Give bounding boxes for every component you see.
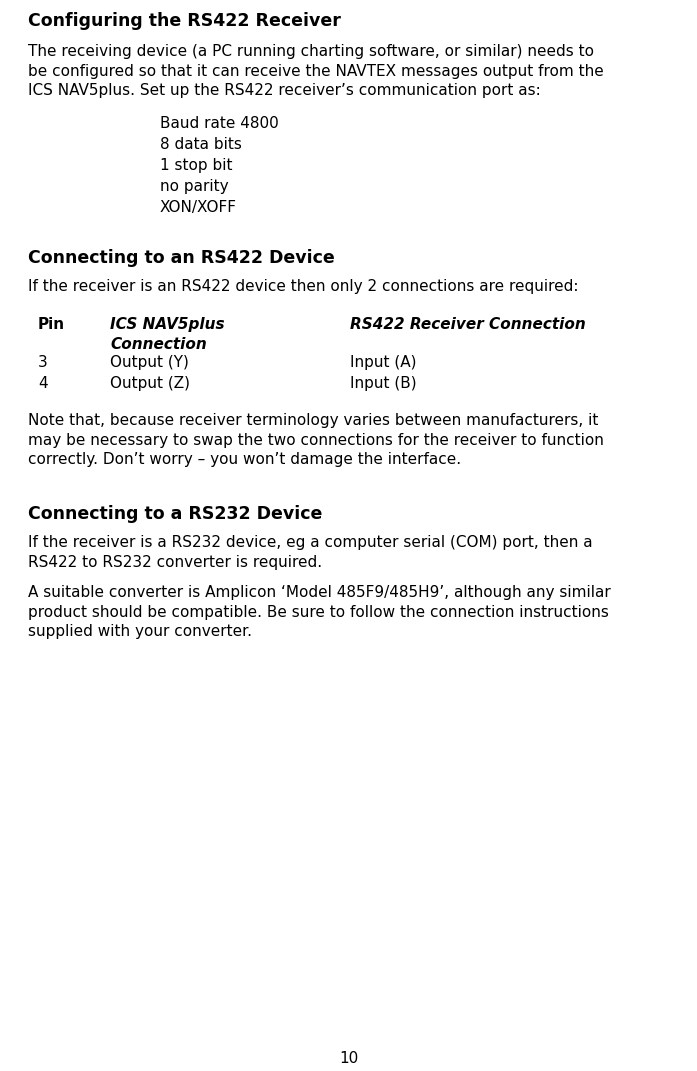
Text: Connecting to a RS232 Device: Connecting to a RS232 Device: [28, 506, 323, 523]
Text: RS422 Receiver Connection: RS422 Receiver Connection: [350, 317, 585, 332]
Text: no parity: no parity: [160, 179, 229, 194]
Text: Note that, because receiver terminology varies between manufacturers, it
may be : Note that, because receiver terminology …: [28, 413, 604, 467]
Text: 8 data bits: 8 data bits: [160, 137, 242, 152]
Text: If the receiver is an RS422 device then only 2 connections are required:: If the receiver is an RS422 device then …: [28, 280, 579, 295]
Text: Connecting to an RS422 Device: Connecting to an RS422 Device: [28, 248, 335, 267]
Text: Output (Y): Output (Y): [110, 355, 189, 369]
Text: The receiving device (a PC running charting software, or similar) needs to
be co: The receiving device (a PC running chart…: [28, 44, 604, 99]
Text: Configuring the RS422 Receiver: Configuring the RS422 Receiver: [28, 12, 341, 30]
Text: Pin: Pin: [38, 317, 65, 332]
Text: Input (A): Input (A): [350, 355, 417, 369]
Text: If the receiver is a RS232 device, eg a computer serial (COM) port, then a
RS422: If the receiver is a RS232 device, eg a …: [28, 536, 592, 570]
Text: 1 stop bit: 1 stop bit: [160, 159, 233, 174]
Text: 4: 4: [38, 376, 47, 391]
Text: ICS NAV5plus
Connection: ICS NAV5plus Connection: [110, 317, 224, 351]
Text: Output (Z): Output (Z): [110, 376, 190, 391]
Text: A suitable converter is Amplicon ‘Model 485F9/485H9’, although any similar
produ: A suitable converter is Amplicon ‘Model …: [28, 585, 611, 639]
Text: Baud rate 4800: Baud rate 4800: [160, 116, 279, 131]
Text: 10: 10: [339, 1051, 358, 1066]
Text: 3: 3: [38, 355, 48, 369]
Text: XON/XOFF: XON/XOFF: [160, 200, 237, 215]
Text: Input (B): Input (B): [350, 376, 417, 391]
